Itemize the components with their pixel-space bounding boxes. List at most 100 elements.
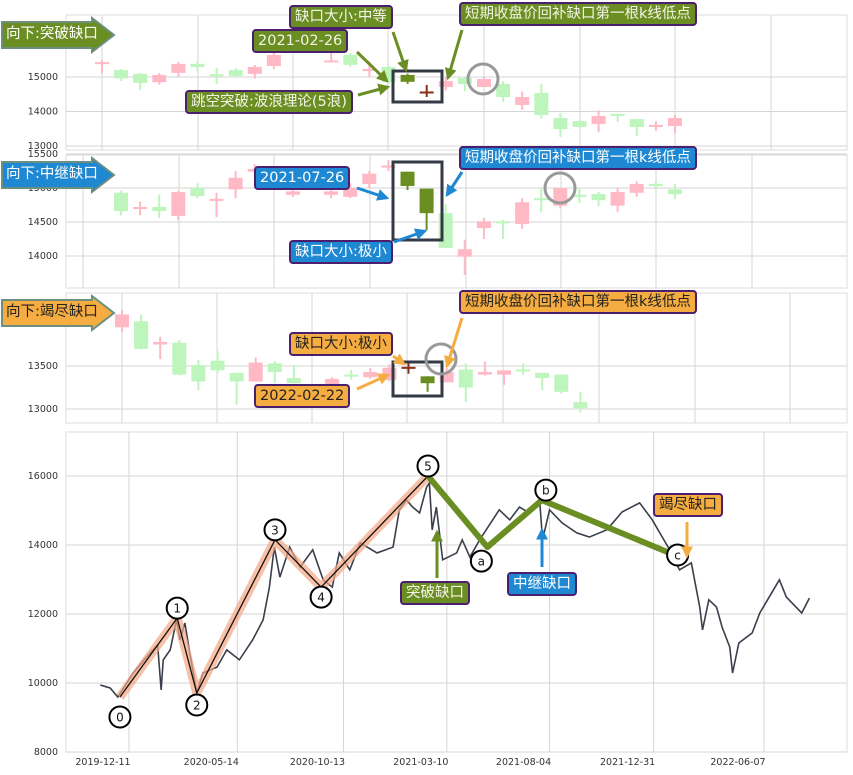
x-tick-label: 2020-10-13: [290, 757, 345, 768]
candle-body: [400, 74, 415, 82]
annotation-arrow: [444, 317, 464, 369]
candle-body: [153, 341, 168, 345]
direction-tag-arrow: [1, 293, 116, 333]
candle: [209, 192, 224, 218]
panel2-gap-size-label: 缺口大小:极小: [289, 240, 393, 264]
candle: [190, 61, 205, 72]
candle-body: [343, 188, 358, 197]
candle-body: [496, 221, 510, 224]
candle-body: [534, 198, 549, 201]
candle: [267, 360, 282, 384]
annotation-arrow: [393, 228, 428, 244]
candle-body: [591, 115, 606, 124]
candle-body: [114, 192, 128, 212]
candle-body: [667, 189, 682, 195]
wave-point-label: 5: [424, 460, 432, 474]
candle-body: [439, 372, 454, 383]
candle-body: [134, 321, 149, 349]
annotation-arrow: [391, 31, 409, 73]
candle-body: [515, 97, 530, 105]
candle: [171, 190, 186, 220]
y-tick-label: 14500: [28, 217, 58, 228]
candle-body: [457, 249, 472, 257]
candle-body: [362, 173, 377, 184]
candle-body: [476, 221, 491, 229]
panel3-refill-label: 短期收盘价回补缺口第一根k线低点: [459, 290, 697, 314]
x-tick-label: 2019-12-11: [75, 757, 130, 768]
candle: [610, 188, 625, 212]
candle: [191, 359, 206, 391]
candle-body: [668, 118, 682, 126]
candle: [363, 367, 378, 379]
candle-body: [171, 63, 186, 73]
candle: [134, 314, 149, 350]
y-tick-label: 16000: [28, 471, 58, 482]
candle: [534, 83, 549, 119]
candle-body: [344, 374, 359, 377]
annotation-arrow: [357, 83, 391, 97]
candle: [343, 183, 358, 199]
wave-point-label: 0: [116, 711, 124, 725]
candle: [266, 52, 281, 70]
candle: [248, 357, 263, 382]
candle: [515, 91, 530, 110]
candle: [535, 372, 550, 391]
main-exhaustion-gap-label: 竭尽缺口: [653, 493, 723, 517]
candle: [133, 72, 148, 91]
x-tick-label: 2021-12-31: [600, 757, 655, 768]
panel-3: 13000 13500: [1, 292, 848, 424]
candle-body: [420, 376, 435, 384]
candle-body: [152, 207, 167, 212]
direction-tag-arrow: [1, 15, 116, 55]
candle-body: [516, 369, 531, 372]
candle: [343, 52, 358, 67]
panel-2: 14000145001500015500: [1, 149, 848, 289]
candle-body: [457, 78, 472, 84]
candle-body: [209, 198, 224, 201]
annotation-arrow: [356, 186, 390, 201]
candle-body: [477, 372, 492, 375]
candle: [171, 62, 186, 77]
candle-body: [191, 365, 206, 382]
candle: [534, 188, 549, 213]
panel1-refill-label: 短期收盘价回补缺口第一根k线低点: [459, 2, 697, 26]
candle: [496, 219, 510, 239]
candle-body: [247, 66, 262, 74]
candle-body: [401, 366, 416, 369]
candle: [516, 363, 531, 375]
candle-body: [190, 63, 205, 67]
candle: [209, 67, 224, 84]
candle-body: [496, 83, 511, 98]
wave-point-label: c: [674, 549, 681, 563]
direction-tag-arrow: [1, 155, 116, 195]
candle-body: [248, 362, 263, 382]
refill-circle: [424, 342, 458, 376]
candle: [476, 217, 491, 239]
wave-point-circle: [165, 596, 189, 620]
candle: [648, 121, 663, 131]
candle-body: [209, 74, 224, 77]
x-tick-label: 2022-06-07: [710, 757, 765, 768]
candle: [114, 69, 129, 82]
wave-point-label: 1: [173, 602, 181, 616]
candle-body: [266, 54, 281, 66]
candle: [457, 239, 472, 276]
candle: [668, 114, 682, 133]
main-runaway-gap-label: 中继缺口: [507, 572, 577, 596]
candle-body: [629, 119, 644, 128]
candle: [477, 77, 491, 88]
gap-highlight-box: [391, 69, 444, 104]
panel2-refill-label: 短期收盘价回补缺口第一根k线低点: [459, 146, 697, 170]
candle-body: [553, 118, 568, 130]
candle: [591, 192, 606, 207]
candle-body: [171, 192, 186, 216]
candle-body: [172, 342, 187, 375]
candle: [629, 119, 644, 136]
candle: [190, 183, 205, 199]
candle: [457, 77, 472, 92]
candle: [648, 181, 663, 190]
candle: [420, 376, 435, 392]
candle-body: [477, 79, 491, 88]
y-tick-label: 13000: [28, 404, 58, 415]
